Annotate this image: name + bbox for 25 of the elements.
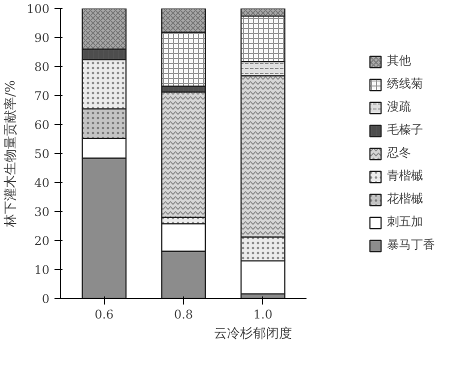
y-tick-label: 60 bbox=[34, 118, 50, 132]
x-axis-title: 云冷杉郁闭度 bbox=[214, 326, 292, 342]
legend-label: 溲疏 bbox=[387, 98, 411, 116]
y-tick-label: 30 bbox=[34, 205, 50, 219]
x-tick-label: 0.6 bbox=[94, 308, 114, 322]
y-tick-label: 90 bbox=[34, 31, 50, 45]
x-tick-label: 1.0 bbox=[253, 308, 272, 322]
y-tick-label: 20 bbox=[34, 234, 50, 248]
y-tick-label: 0 bbox=[42, 292, 50, 306]
y-tick-label: 70 bbox=[34, 89, 50, 103]
y-axis-title: 林下灌木生物量贡献率/% bbox=[2, 80, 19, 228]
legend-label: 暴马丁香 bbox=[387, 236, 435, 254]
legend-label: 毛榛子 bbox=[387, 122, 423, 138]
y-tick-label: 40 bbox=[34, 176, 50, 190]
legend-label: 其他 bbox=[387, 52, 411, 70]
y-tick-label: 10 bbox=[34, 263, 50, 277]
y-tick-label: 80 bbox=[34, 60, 50, 74]
legend-label: 花楷槭 bbox=[387, 190, 423, 208]
legend-label: 青楷槭 bbox=[387, 168, 423, 184]
x-tick-label: 0.8 bbox=[174, 308, 194, 322]
legend-label: 刺五加 bbox=[387, 214, 423, 230]
y-tick-label: 50 bbox=[34, 147, 50, 161]
legend-label: 忍冬 bbox=[387, 144, 411, 162]
legend-label: 绣线菊 bbox=[387, 76, 423, 92]
y-tick-label: 100 bbox=[26, 2, 50, 16]
